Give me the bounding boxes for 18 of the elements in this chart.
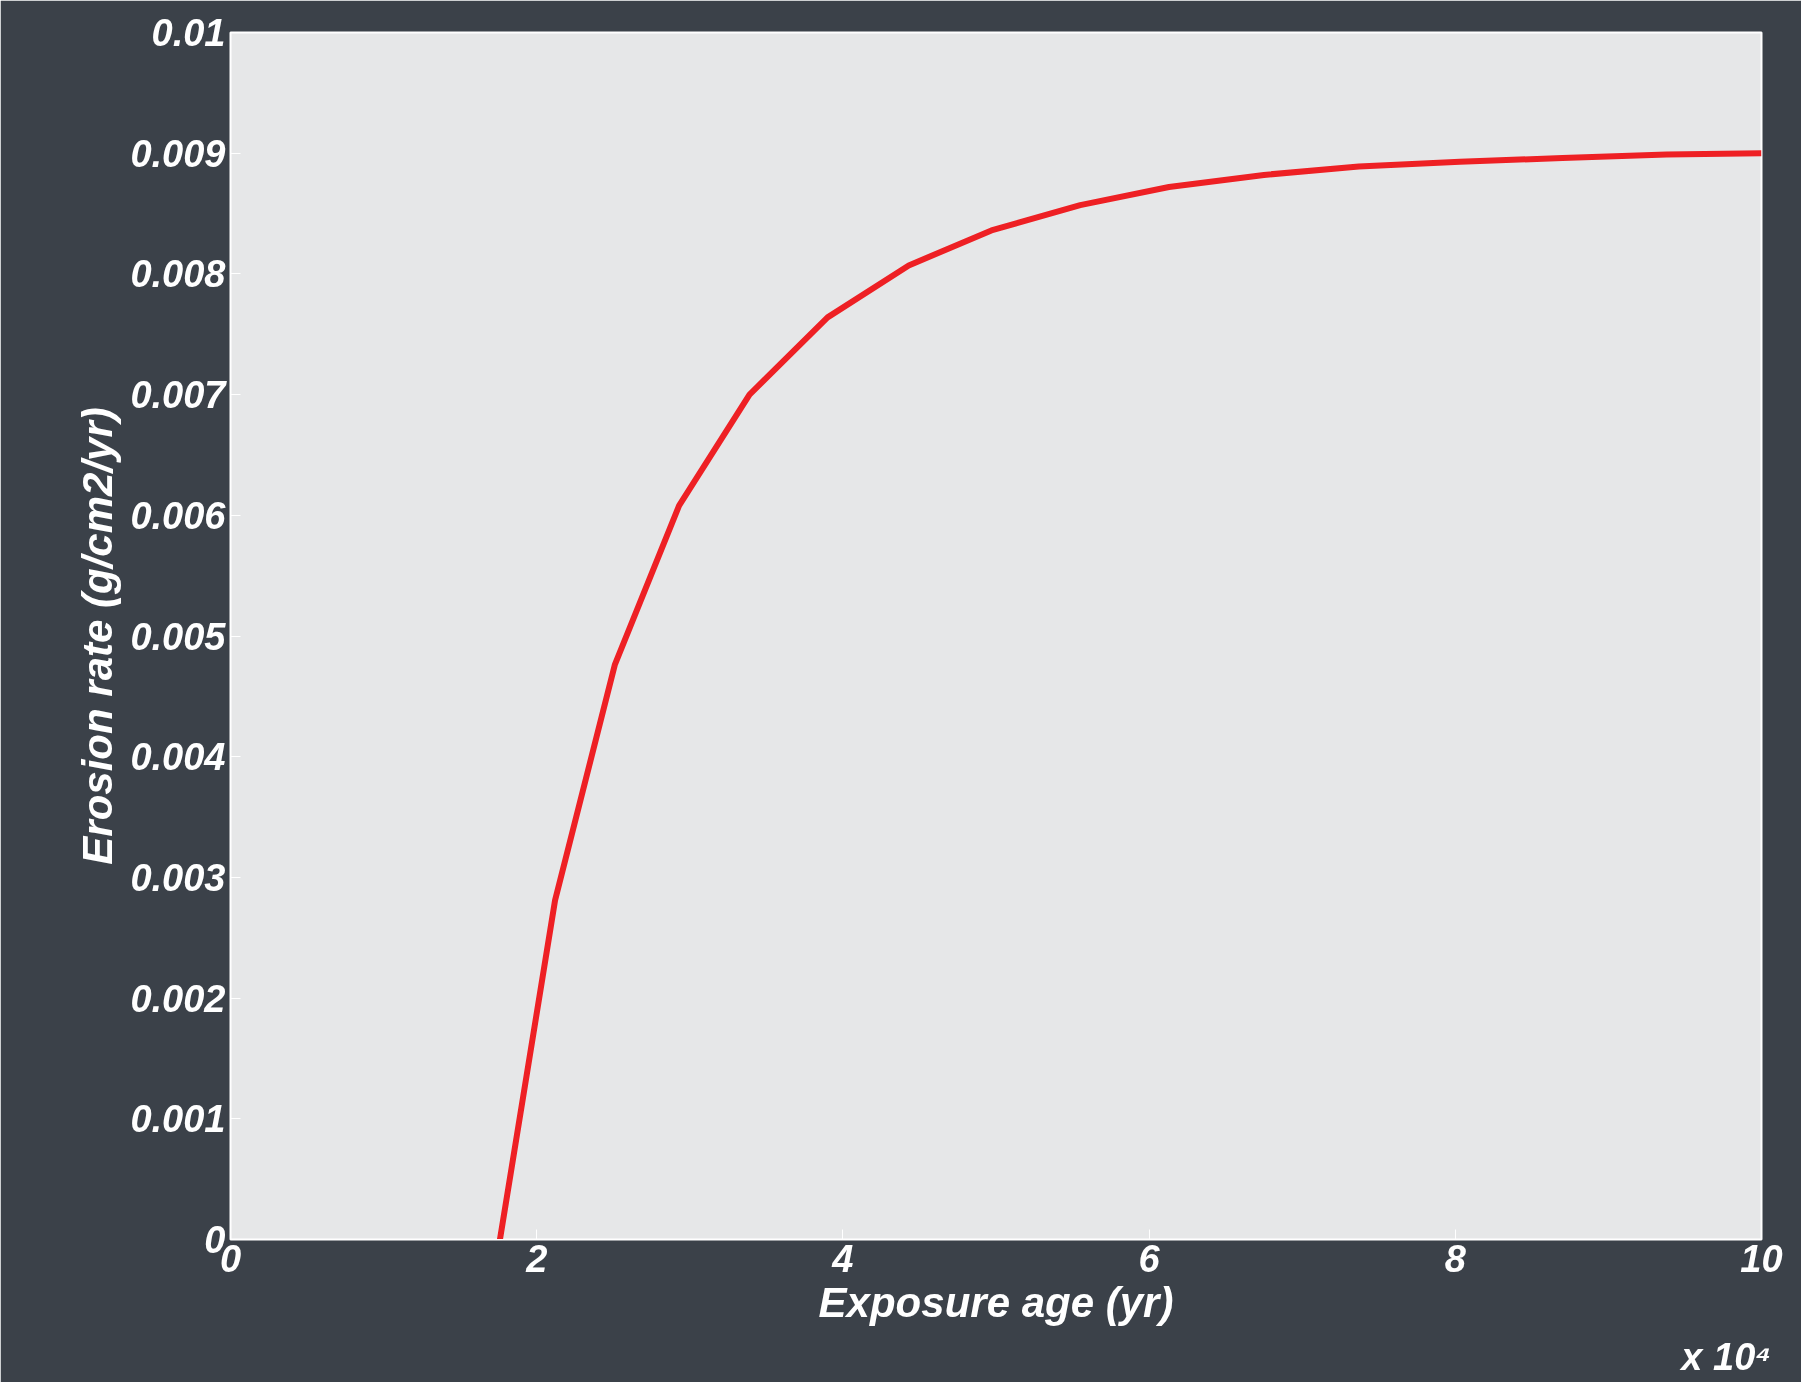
x-axis-title: Exposure age (yr)	[818, 1278, 1174, 1326]
y-tick-label: 0.007	[130, 374, 228, 417]
x-tick-label: 10	[1740, 1237, 1783, 1280]
x-tick-label: 4	[831, 1237, 854, 1280]
y-tick-label: 0.002	[130, 977, 226, 1020]
y-tick-label: 0.005	[130, 615, 227, 658]
text: x 10⁴	[1679, 1335, 1772, 1378]
x-tick-label: 6	[1138, 1237, 1161, 1280]
y-tick-label: 0.004	[130, 736, 226, 779]
x-tick-label: 2	[525, 1237, 548, 1280]
y-axis-title: Erosion rate (g/cm2/yr)	[74, 407, 122, 865]
y-tick-label: 0.001	[130, 1098, 226, 1141]
y-tick-label: 0.008	[130, 253, 227, 296]
x-tick-label: 8	[1444, 1237, 1467, 1280]
y-tick-label: 0.003	[130, 856, 226, 899]
y-tick-label: 0.009	[130, 132, 226, 175]
y-tick-label: 0.01	[151, 12, 226, 54]
y-tick-label: 0.006	[130, 494, 227, 537]
